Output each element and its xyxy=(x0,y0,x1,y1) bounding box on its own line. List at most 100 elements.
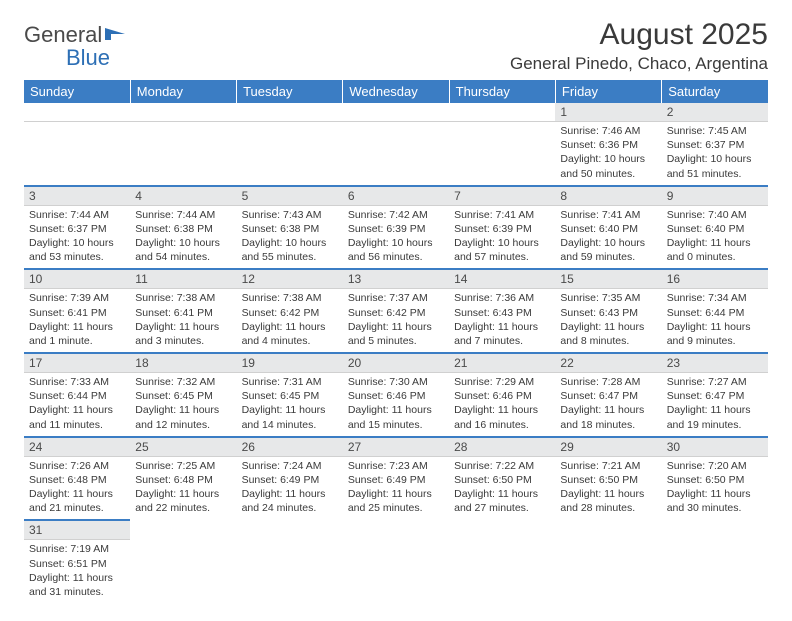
day-details: Sunrise: 7:29 AMSunset: 6:46 PMDaylight:… xyxy=(449,373,555,436)
day-cell: 18Sunrise: 7:32 AMSunset: 6:45 PMDayligh… xyxy=(130,353,236,437)
day-cell: 4Sunrise: 7:44 AMSunset: 6:38 PMDaylight… xyxy=(130,186,236,270)
dl1-line: Daylight: 11 hours xyxy=(560,320,656,334)
day-cell: 10 Sunrise: 7:39 AMSunset: 6:41 PMDayligh… xyxy=(24,269,130,353)
sunrise-line: Sunrise: 7:33 AM xyxy=(29,375,125,389)
sunrise-line: Sunrise: 7:21 AM xyxy=(560,459,656,473)
dl2-line: and 53 minutes. xyxy=(29,250,125,264)
sunrise-line: Sunrise: 7:23 AM xyxy=(348,459,444,473)
dl1-line: Daylight: 10 hours xyxy=(135,236,231,250)
sunrise-line: Sunrise: 7:30 AM xyxy=(348,375,444,389)
day-details: Sunrise: 7:34 AMSunset: 6:44 PMDaylight:… xyxy=(662,289,768,352)
day-details: Sunrise: 7:22 AMSunset: 6:50 PMDaylight:… xyxy=(449,457,555,520)
day-number: 28 xyxy=(449,438,555,457)
dl1-line: Daylight: 11 hours xyxy=(454,320,550,334)
sunset-line: Sunset: 6:50 PM xyxy=(560,473,656,487)
day-details: Sunrise: 7:45 AMSunset: 6:37 PMDaylight:… xyxy=(662,122,768,185)
sunrise-line: Sunrise: 7:36 AM xyxy=(454,291,550,305)
day-cell xyxy=(449,103,555,186)
day-number: 27 xyxy=(343,438,449,457)
day-cell: 1Sunrise: 7:46 AMSunset: 6:36 PMDaylight… xyxy=(555,103,661,186)
sunrise-line: Sunrise: 7:32 AM xyxy=(135,375,231,389)
sunset-line: Sunset: 6:46 PM xyxy=(454,389,550,403)
dl2-line: and 31 minutes. xyxy=(29,585,125,599)
day-cell: 25Sunrise: 7:25 AMSunset: 6:48 PMDayligh… xyxy=(130,437,236,521)
day-number: 26 xyxy=(237,438,343,457)
day-details: Sunrise: 7:28 AMSunset: 6:47 PMDaylight:… xyxy=(555,373,661,436)
sunset-line: Sunset: 6:37 PM xyxy=(29,222,125,236)
week-row: 10Sunrise: 7:39 AMSunset: 6:41 PMDayligh… xyxy=(24,269,768,353)
dl1-line: Daylight: 11 hours xyxy=(242,403,338,417)
sunset-line: Sunset: 6:45 PM xyxy=(242,389,338,403)
day-details: Sunrise: 7:37 AMSunset: 6:42 PMDaylight:… xyxy=(343,289,449,352)
logo-word1: General xyxy=(24,22,102,47)
day-number: 9 xyxy=(662,187,768,206)
sunset-line: Sunset: 6:41 PM xyxy=(135,306,231,320)
sunset-line: Sunset: 6:50 PM xyxy=(667,473,763,487)
day-number: 25 xyxy=(130,438,236,457)
sunset-line: Sunset: 6:47 PM xyxy=(560,389,656,403)
day-number: 10 xyxy=(24,270,130,289)
dl1-line: Daylight: 10 hours xyxy=(242,236,338,250)
dow-tuesday: Tuesday xyxy=(237,80,343,103)
day-details: Sunrise: 7:23 AMSunset: 6:49 PMDaylight:… xyxy=(343,457,449,520)
dl2-line: and 19 minutes. xyxy=(667,418,763,432)
calendar-table: Sunday Monday Tuesday Wednesday Thursday… xyxy=(24,80,768,603)
dow-row: Sunday Monday Tuesday Wednesday Thursday… xyxy=(24,80,768,103)
day-details: Sunrise: 7:43 AMSunset: 6:38 PMDaylight:… xyxy=(237,206,343,269)
sunrise-line: Sunrise: 7:31 AM xyxy=(242,375,338,389)
day-cell: 27Sunrise: 7:23 AMSunset: 6:49 PMDayligh… xyxy=(343,437,449,521)
sunset-line: Sunset: 6:38 PM xyxy=(242,222,338,236)
dl1-line: Daylight: 11 hours xyxy=(348,403,444,417)
day-number: 23 xyxy=(662,354,768,373)
dl1-line: Daylight: 11 hours xyxy=(242,320,338,334)
dl2-line: and 4 minutes. xyxy=(242,334,338,348)
day-cell: 21Sunrise: 7:29 AMSunset: 6:46 PMDayligh… xyxy=(449,353,555,437)
day-cell: 5Sunrise: 7:43 AMSunset: 6:38 PMDaylight… xyxy=(237,186,343,270)
day-number: 24 xyxy=(24,438,130,457)
dl2-line: and 24 minutes. xyxy=(242,501,338,515)
sunrise-line: Sunrise: 7:25 AM xyxy=(135,459,231,473)
dl2-line: and 1 minute. xyxy=(29,334,125,348)
week-row: 3Sunrise: 7:44 AMSunset: 6:37 PMDaylight… xyxy=(24,186,768,270)
dl2-line: and 28 minutes. xyxy=(560,501,656,515)
sunset-line: Sunset: 6:43 PM xyxy=(454,306,550,320)
day-number: 3 xyxy=(24,187,130,206)
dl2-line: and 30 minutes. xyxy=(667,501,763,515)
dl1-line: Daylight: 11 hours xyxy=(667,236,763,250)
day-cell: 23Sunrise: 7:27 AMSunset: 6:47 PMDayligh… xyxy=(662,353,768,437)
dl2-line: and 11 minutes. xyxy=(29,418,125,432)
sunrise-line: Sunrise: 7:39 AM xyxy=(29,291,125,305)
dl1-line: Daylight: 11 hours xyxy=(29,320,125,334)
dow-wednesday: Wednesday xyxy=(343,80,449,103)
dl1-line: Daylight: 11 hours xyxy=(560,403,656,417)
empty-day xyxy=(237,103,343,122)
sunset-line: Sunset: 6:47 PM xyxy=(667,389,763,403)
sunrise-line: Sunrise: 7:43 AM xyxy=(242,208,338,222)
dl1-line: Daylight: 11 hours xyxy=(667,320,763,334)
dl2-line: and 15 minutes. xyxy=(348,418,444,432)
sunrise-line: Sunrise: 7:42 AM xyxy=(348,208,444,222)
day-cell xyxy=(449,520,555,603)
day-cell xyxy=(130,103,236,186)
sunset-line: Sunset: 6:45 PM xyxy=(135,389,231,403)
day-details: Sunrise: 7:35 AMSunset: 6:43 PMDaylight:… xyxy=(555,289,661,352)
day-number: 18 xyxy=(130,354,236,373)
dl2-line: and 27 minutes. xyxy=(454,501,550,515)
dl2-line: and 8 minutes. xyxy=(560,334,656,348)
sunrise-line: Sunrise: 7:41 AM xyxy=(454,208,550,222)
sunrise-line: Sunrise: 7:26 AM xyxy=(29,459,125,473)
sunset-line: Sunset: 6:39 PM xyxy=(454,222,550,236)
day-number: 2 xyxy=(662,103,768,122)
sunrise-line: Sunrise: 7:45 AM xyxy=(667,124,763,138)
day-details: Sunrise: 7:40 AMSunset: 6:40 PMDaylight:… xyxy=(662,206,768,269)
sunrise-line: Sunrise: 7:20 AM xyxy=(667,459,763,473)
day-number: 1 xyxy=(555,103,661,122)
day-number: 17 xyxy=(24,354,130,373)
empty-day xyxy=(130,103,236,122)
sunset-line: Sunset: 6:41 PM xyxy=(29,306,125,320)
dl2-line: and 14 minutes. xyxy=(242,418,338,432)
sunset-line: Sunset: 6:49 PM xyxy=(242,473,338,487)
day-cell: 6Sunrise: 7:42 AMSunset: 6:39 PMDaylight… xyxy=(343,186,449,270)
sunset-line: Sunset: 6:46 PM xyxy=(348,389,444,403)
day-number: 4 xyxy=(130,187,236,206)
